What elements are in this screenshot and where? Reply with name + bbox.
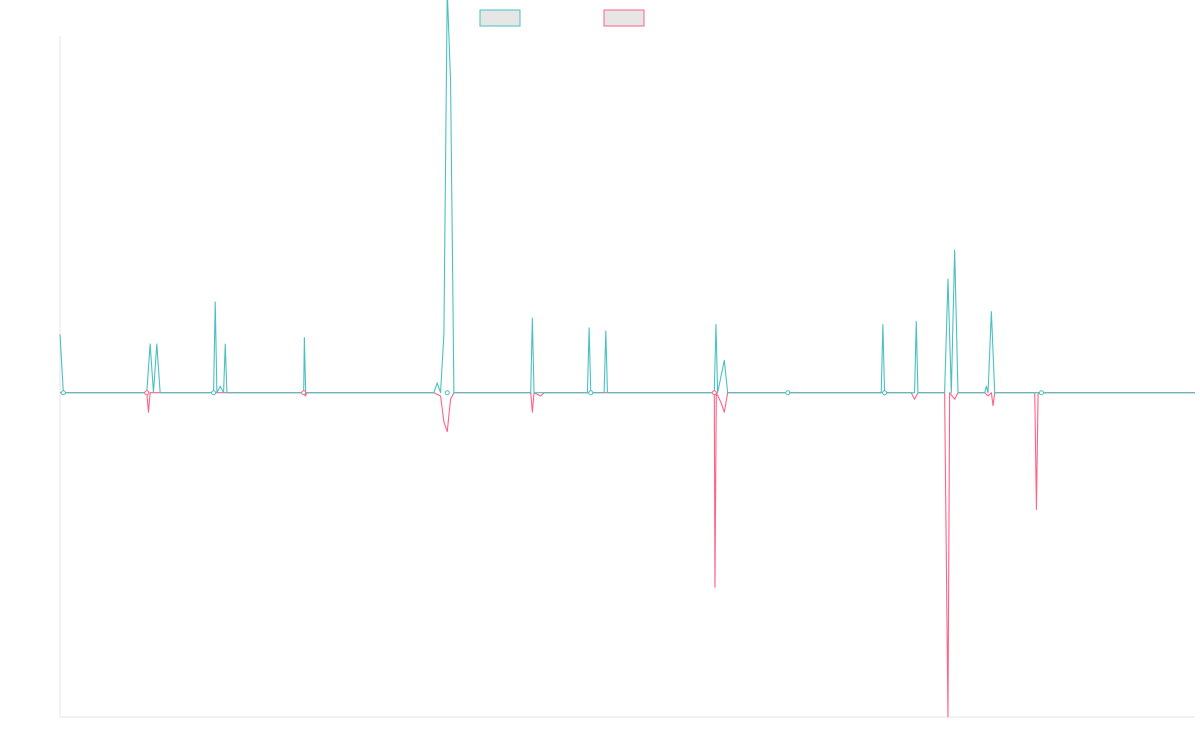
data-point-marker-a-6[interactable] [1038, 390, 1044, 396]
axes [59, 36, 1195, 718]
data-point-marker-a-2[interactable] [444, 390, 450, 396]
legend [479, 9, 645, 27]
marker-layer [60, 390, 1044, 396]
data-point-marker-a-1[interactable] [211, 390, 217, 396]
data-point-marker-a-4[interactable] [785, 390, 791, 396]
data-point-marker-a-5[interactable] [882, 390, 888, 396]
data-point-marker-b-8[interactable] [301, 390, 307, 396]
data-point-marker-a-0[interactable] [60, 390, 66, 396]
series-line-a[interactable] [59, 0, 1195, 394]
data-point-marker-b-7[interactable] [144, 390, 150, 396]
series-layer [59, 0, 1195, 718]
data-point-marker-a-3[interactable] [588, 390, 594, 396]
series-line-b[interactable] [60, 392, 1195, 718]
legend-swatch-series-b[interactable] [603, 9, 645, 27]
legend-swatch-series-a[interactable] [479, 9, 521, 27]
data-point-marker-b-9[interactable] [711, 390, 717, 396]
